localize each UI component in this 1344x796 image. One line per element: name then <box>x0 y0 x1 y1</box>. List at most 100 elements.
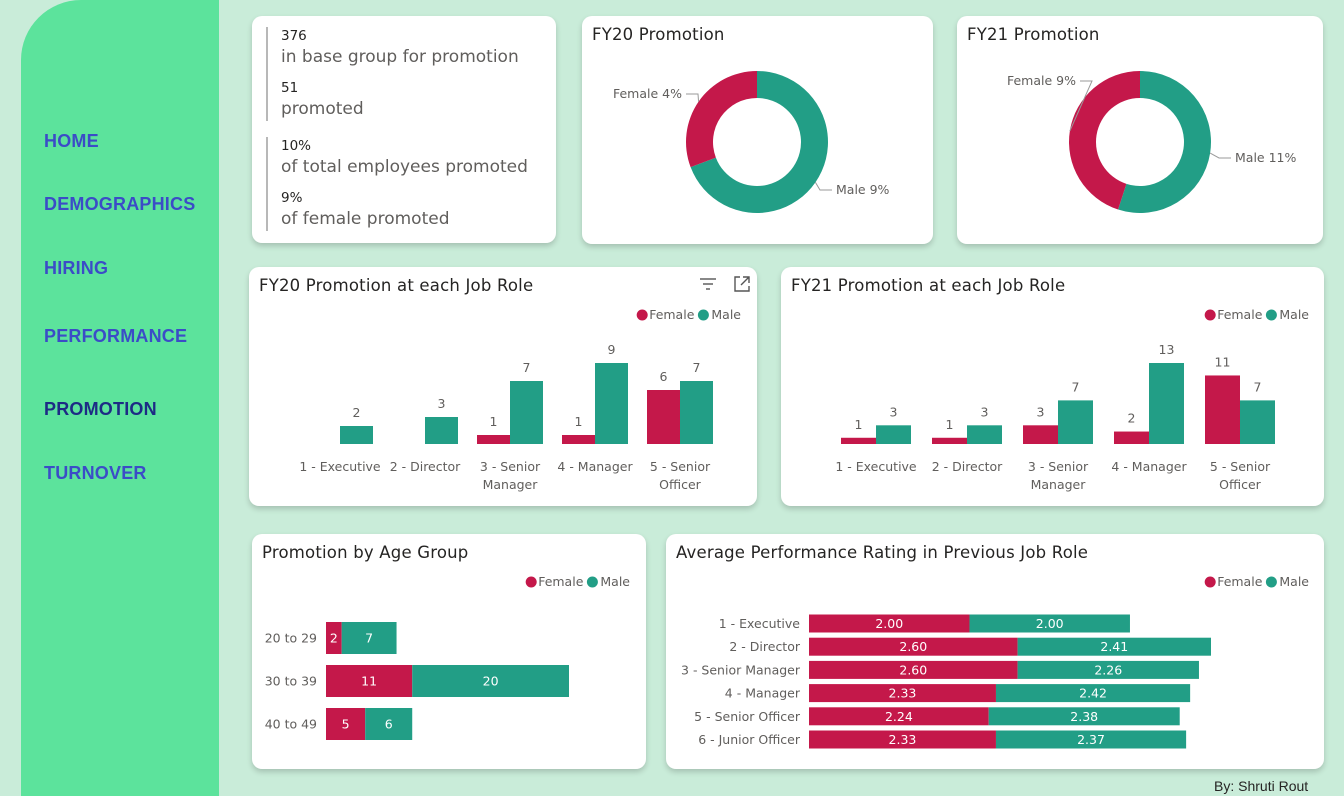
donut-slice-male <box>690 71 828 214</box>
bar-value-label: 11 <box>361 674 377 689</box>
kpi-total-pct-value: 10% <box>281 138 312 154</box>
fy21-donut-title: FY21 Promotion <box>967 25 1100 44</box>
bar-male <box>967 425 1002 444</box>
bar-male <box>412 665 569 697</box>
performance-rating-card: Average Performance Rating in Previous J… <box>666 534 1324 769</box>
bar-value-label: 7 <box>693 360 701 375</box>
kpi-female-pct-value: 9% <box>281 190 303 206</box>
bar-value-label: 1 <box>946 417 954 432</box>
fy20-promotion-card: FY20 Promotion Male 9% Female 4% <box>582 16 933 244</box>
kpi-card: 376 in base group for promotion 51 promo… <box>252 16 556 243</box>
legend-male-marker <box>697 309 709 321</box>
nav-demographics[interactable]: DEMOGRAPHICS <box>44 194 196 214</box>
sidebar: HOME DEMOGRAPHICS HIRING PERFORMANCE PRO… <box>21 0 219 796</box>
legend-female-marker <box>1204 576 1216 588</box>
bar-value-label: 1 <box>855 417 863 432</box>
performance-rating-bar-chart: Male Female 1 - Executive 2.00 2.00 2 - Direc… <box>681 574 1309 749</box>
bar-male <box>595 363 628 444</box>
bar-value-label: 2.33 <box>889 732 917 747</box>
nav-performance[interactable]: PERFORMANCE <box>44 326 188 346</box>
bar-female <box>1114 431 1149 444</box>
bar-value-label: 2.00 <box>1036 616 1064 631</box>
bar-value-label: 2.24 <box>885 709 913 724</box>
legend-female-label: Female <box>538 574 584 589</box>
bar-female <box>809 684 996 703</box>
fy20-roles-card: FY20 Promotion at each Job Role Male Fema… <box>249 267 757 506</box>
kpi-female-pct-label: of female promoted <box>281 209 450 229</box>
bar-value-label: 9 <box>608 342 616 357</box>
bar-value-label: 11 <box>1215 354 1231 369</box>
y-tick-label: 6 - Junior Officer <box>698 732 801 747</box>
legend-male-marker <box>586 576 598 588</box>
bar-male <box>995 684 1191 703</box>
nav-promotion[interactable]: PROMOTION <box>44 399 157 419</box>
donut-slice-female <box>686 71 757 168</box>
y-tick-label: 5 - Senior Officer <box>694 709 801 724</box>
fy20-roles-title: FY20 Promotion at each Job Role <box>259 276 534 295</box>
donut-leader-female <box>686 93 700 102</box>
legend-male-label: Male <box>600 574 630 589</box>
kpi-base-value: 376 <box>281 28 307 44</box>
bar-value-label: 7 <box>523 360 531 375</box>
focus-mode-icon[interactable] <box>732 274 752 294</box>
bar-male <box>1017 660 1199 679</box>
bar-value-label: 5 <box>342 717 350 732</box>
bar-female <box>841 437 876 444</box>
legend-female-label: Female <box>1217 574 1263 589</box>
nav-turnover[interactable]: TURNOVER <box>44 463 147 483</box>
y-tick-label: 2 - Director <box>729 639 800 654</box>
bar-male <box>969 614 1130 633</box>
kpi-group-2: 10% of total employees promoted 9% of fe… <box>266 137 528 231</box>
y-tick-label: 30 to 39 <box>265 674 317 689</box>
x-tick-label: 5 - Senior <box>1210 459 1271 474</box>
bar-female <box>809 707 989 726</box>
bar-male <box>425 417 458 444</box>
nav-home[interactable]: HOME <box>44 131 99 151</box>
legend-male-marker <box>1265 309 1277 321</box>
kpi-group-1: 376 in base group for promotion 51 promo… <box>266 27 519 121</box>
bar-male <box>876 425 911 444</box>
bar-female <box>809 614 970 633</box>
x-tick-label-line2: Officer <box>659 477 701 492</box>
bar-male <box>680 381 713 444</box>
x-tick-label: 1 - Executive <box>299 459 381 474</box>
bar-value-label: 2.60 <box>899 639 927 654</box>
bar-female <box>809 660 1018 679</box>
filter-icon[interactable] <box>698 274 718 294</box>
y-tick-label: 40 to 49 <box>265 717 317 732</box>
bar-female <box>932 437 967 444</box>
kpi-promoted-label: promoted <box>281 99 364 119</box>
donut-slice-female <box>1069 71 1140 210</box>
bar-male <box>1058 400 1093 444</box>
bar-value-label: 7 <box>1072 379 1080 394</box>
bar-value-label: 2.60 <box>899 662 927 677</box>
x-tick-label-line2: Manager <box>483 477 539 492</box>
bar-value-label: 6 <box>385 717 393 732</box>
bar-value-label: 2.41 <box>1100 639 1128 654</box>
bar-value-label: 3 <box>981 404 989 419</box>
x-tick-label: 2 - Director <box>932 459 1003 474</box>
bar-value-label: 2.42 <box>1079 686 1107 701</box>
legend-male-label: Male <box>711 307 741 322</box>
donut-leader-male <box>815 182 832 191</box>
bar-male <box>341 622 397 654</box>
bar-male <box>995 730 1187 749</box>
x-tick-label: 3 - Senior <box>1028 459 1089 474</box>
kpi-base-label: in base group for promotion <box>281 47 519 67</box>
bar-value-label: 2 <box>353 405 361 420</box>
bar-value-label: 2 <box>1128 411 1136 426</box>
bar-female <box>1023 425 1058 444</box>
nav-hiring[interactable]: HIRING <box>44 258 109 278</box>
x-tick-label: 4 - Manager <box>557 459 633 474</box>
bar-value-label: 1 <box>490 414 498 429</box>
fy20-donut-title: FY20 Promotion <box>592 25 725 44</box>
legend-female-marker <box>525 576 537 588</box>
legend-male-label: Male <box>1279 574 1309 589</box>
bar-value-label: 13 <box>1159 342 1175 357</box>
bar-value-label: 7 <box>1254 379 1262 394</box>
fy21-promotion-card: FY21 Promotion Male 11% Female 9% <box>957 16 1323 244</box>
donut-label-female: Female 9% <box>1007 73 1076 88</box>
bar-value-label: 2.38 <box>1070 709 1098 724</box>
bar-female <box>326 622 342 654</box>
bar-male <box>1240 400 1275 444</box>
